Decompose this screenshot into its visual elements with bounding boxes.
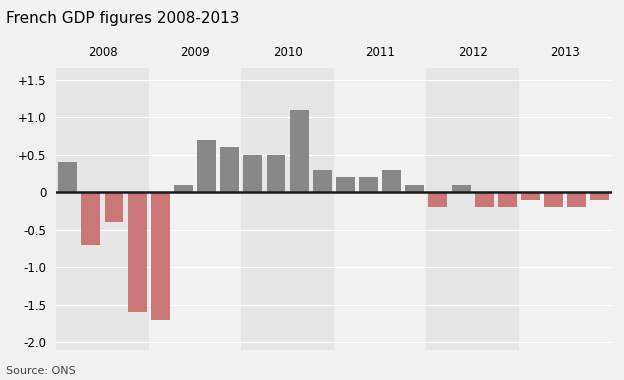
Text: French GDP figures 2008-2013: French GDP figures 2008-2013 xyxy=(6,11,240,26)
Bar xyxy=(313,169,332,192)
Bar xyxy=(197,139,216,192)
Bar xyxy=(81,192,100,245)
Bar xyxy=(243,155,262,192)
Bar xyxy=(590,192,610,200)
Bar xyxy=(56,68,149,350)
Bar xyxy=(220,147,239,192)
Bar xyxy=(241,68,334,350)
Bar xyxy=(498,192,517,207)
Bar xyxy=(359,177,378,192)
Bar xyxy=(151,192,170,320)
Bar xyxy=(266,155,285,192)
Bar xyxy=(174,185,193,192)
Bar xyxy=(58,162,77,192)
Bar xyxy=(406,185,424,192)
Bar xyxy=(105,192,124,222)
Bar xyxy=(336,177,355,192)
Bar xyxy=(290,110,309,192)
Bar xyxy=(567,192,587,207)
Bar xyxy=(452,185,470,192)
Bar xyxy=(521,192,540,200)
Bar xyxy=(383,169,401,192)
Bar xyxy=(544,192,563,207)
Bar xyxy=(429,192,447,207)
Bar xyxy=(128,192,147,312)
Text: Source: ONS: Source: ONS xyxy=(6,366,76,376)
Bar xyxy=(426,68,519,350)
Bar xyxy=(475,192,494,207)
